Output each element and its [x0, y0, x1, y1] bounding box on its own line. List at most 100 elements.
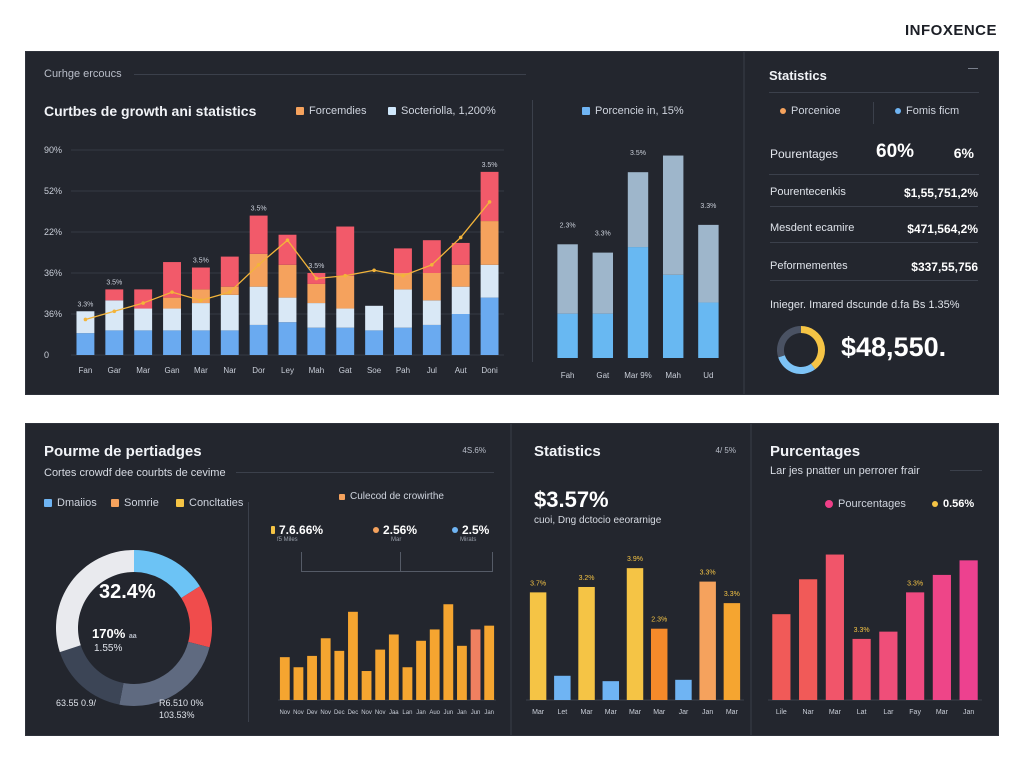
growth-legend-item[interactable]: Forcemdies — [296, 105, 366, 117]
marker-dot — [271, 526, 275, 534]
marker-item[interactable]: 7.6.66% f5 Miles — [271, 523, 323, 543]
bar — [334, 650, 345, 700]
percentages-title: Pourme de pertiadges — [44, 443, 202, 460]
stacked-bar-segment — [480, 221, 499, 265]
bar — [470, 629, 481, 700]
legend-dot — [825, 500, 833, 508]
legend-dot — [895, 108, 901, 114]
marker-item[interactable]: 2.56% Mar — [373, 523, 417, 543]
percentages-subtitle: Cortes crowdf dee courbts de cevime — [44, 467, 226, 479]
x-tick-label: Nov — [361, 710, 372, 714]
bar — [529, 592, 547, 700]
stat-row-value: $471,564,2% — [907, 222, 978, 236]
stacked-bar-segment — [365, 305, 384, 331]
panel-divider — [532, 100, 533, 362]
stacked-bar-segment — [278, 322, 297, 355]
marker-dot — [373, 527, 379, 533]
collapse-icon[interactable] — [968, 68, 978, 74]
stat-row-label: Mesdent ecamire — [770, 222, 855, 234]
stacked-bar-segment — [307, 303, 326, 328]
legend-swatch — [296, 107, 304, 115]
x-tick-label: Jan — [702, 709, 713, 716]
bar — [293, 667, 304, 700]
legend-label: Forcemdies — [309, 105, 367, 117]
stacked-bar-segment — [557, 313, 578, 358]
trend-point — [83, 317, 88, 322]
donut-legend-item[interactable]: Somrie — [111, 497, 159, 509]
donut-legend-item[interactable]: Dmaiios — [44, 497, 97, 509]
legend-swatch — [44, 499, 52, 507]
stat-row-value: $1,55,751,2% — [903, 186, 978, 200]
stacked-bar-segment — [163, 262, 181, 298]
x-tick-label: Nar — [223, 366, 236, 375]
stacked-bar-segment — [336, 275, 355, 309]
x-tick-label: Dor — [252, 366, 265, 375]
bar — [959, 560, 978, 700]
donut-slice — [181, 586, 212, 648]
data-label: 3.5% — [251, 206, 267, 213]
stacked-bar-segment — [336, 308, 355, 328]
pourcentages-secondary: 6% — [953, 145, 974, 161]
data-label: 3.3% — [854, 627, 870, 634]
legend-label: Fomis ficm — [906, 105, 960, 117]
statistics-title: Statistics — [769, 68, 827, 83]
porcencie-legend[interactable]: Porcencie in, 15% — [582, 105, 684, 117]
x-tick-label: Jan — [963, 709, 974, 716]
x-tick-label: Mah — [309, 366, 325, 375]
data-label: 3.3% — [77, 301, 93, 308]
statistics-bars-big-value: $3.57% — [534, 487, 609, 512]
marker-dot — [452, 527, 458, 533]
stacked-bar-segment — [394, 248, 412, 273]
stacked-bar-segment — [220, 330, 239, 355]
stacked-bar-segment — [394, 289, 412, 328]
stacked-bar-segment — [76, 311, 95, 334]
x-tick-label: Mar — [581, 709, 594, 716]
x-tick-label: Lat — [857, 709, 867, 716]
donut-right-label2: 103.53% — [159, 710, 195, 720]
statistics-bars-panel: Statistics 4/ 5% $3.57% cuoi, Dng dctoci… — [511, 423, 751, 736]
trend-point — [430, 263, 434, 267]
bar — [554, 675, 571, 700]
donut-legend-item[interactable]: Concltaties — [176, 497, 243, 509]
trend-point — [372, 268, 376, 273]
legend-label: Somrie — [124, 497, 159, 509]
stacked-bar-segment — [105, 300, 124, 331]
stacked-bar-segment — [220, 294, 239, 331]
statistics-bar-chart: 3.7% Mar Let 3.2% Mar Mar 3.9% Mar 2.3% Mar Jar 3.3… — [526, 556, 744, 716]
bar — [772, 614, 791, 700]
purcentages-legend-item[interactable]: 0.56% — [932, 498, 974, 510]
pourcentages-value: 60% — [876, 141, 915, 162]
stacked-bar-segment — [662, 155, 684, 275]
legend-swatch — [176, 499, 184, 507]
x-tick-label: Jaa — [389, 710, 399, 714]
bar — [675, 679, 692, 700]
donut-slice — [778, 355, 816, 374]
purcentages-title: Purcentages — [770, 443, 861, 460]
trend-point — [401, 273, 405, 278]
percentages-corner: 4S.6% — [462, 446, 486, 455]
trend-point — [112, 309, 117, 314]
marker-sub: Mar — [391, 537, 402, 543]
legend-label: Dmaiios — [57, 497, 97, 509]
growth-legend-item[interactable]: Socteriolla, 1,200% — [388, 105, 496, 117]
row-divider — [769, 174, 979, 175]
stacked-bar-segment — [249, 286, 268, 325]
x-tick-label: Gat — [339, 366, 353, 375]
stacked-bar-segment — [134, 308, 153, 331]
legend-swatch — [111, 499, 119, 507]
stat-big-value: $48,550. — [841, 332, 947, 362]
stat-legend-item[interactable]: Fomis ficm — [895, 105, 959, 117]
x-tick-label: Nar — [802, 709, 814, 716]
bar — [388, 634, 399, 700]
statistics-bars-sub: cuoi, Dng dctocio eeorarnige — [534, 515, 662, 526]
marker-item[interactable]: 2.5% Mirats — [452, 523, 489, 543]
brand-logo: INFOXENCE — [904, 22, 997, 39]
stat-legend-item[interactable]: Porcenioe — [780, 105, 841, 117]
purcentages-legend-item[interactable]: Pourcentages — [825, 498, 906, 510]
data-label: 3.2% — [579, 575, 595, 582]
x-tick-label: Dec — [334, 710, 345, 714]
donut-slice — [134, 550, 200, 598]
stacked-bar-segment — [451, 286, 470, 314]
data-label: 3.9% — [627, 556, 643, 563]
growth-legend[interactable]: Culecod de crowirthe — [339, 491, 444, 502]
